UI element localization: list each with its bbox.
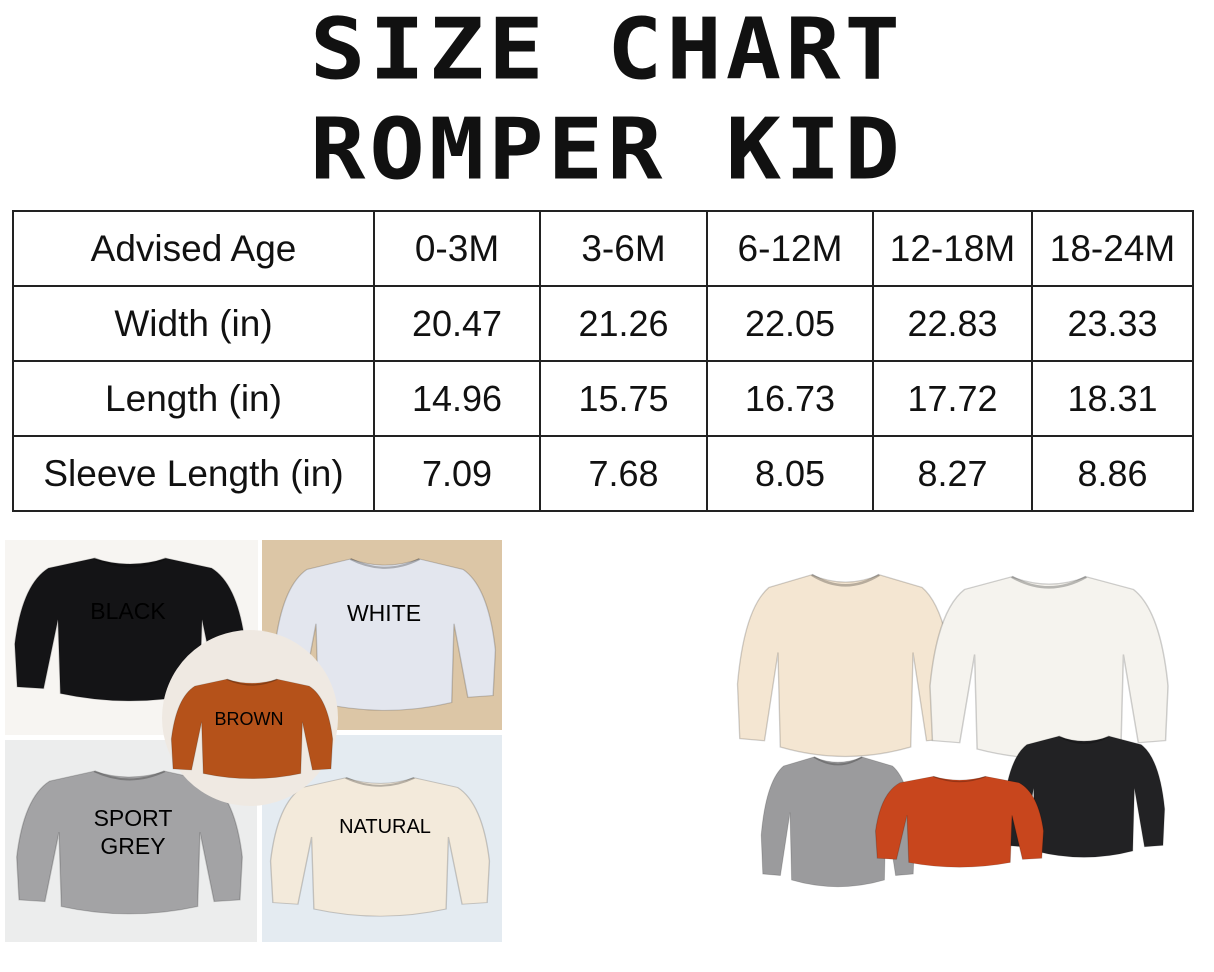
label-black: BLACK: [90, 598, 166, 624]
table-cell: 22.83: [872, 285, 1033, 362]
header-cell: Advised Age: [12, 210, 375, 287]
row-label: Sleeve Length (in): [12, 435, 375, 512]
table-cell: 7.68: [539, 435, 708, 512]
table-header-row: Advised Age 0-3M 3-6M 6-12M 12-18M 18-24…: [12, 210, 1194, 287]
row-label: Length (in): [12, 360, 375, 437]
romper-brown: [170, 678, 334, 780]
table-cell: 17.72: [872, 360, 1033, 437]
romper-grey: [15, 770, 244, 915]
header-cell: 12-18M: [872, 210, 1033, 287]
color-collage-photo: BLACK WHITE BROWN SPORT GREY NATURAL: [5, 540, 502, 942]
row-label: Width (in): [12, 285, 375, 362]
romper-white: [273, 558, 497, 711]
table-cell: 23.33: [1031, 285, 1194, 362]
table-cell: 16.73: [706, 360, 874, 437]
romper-natural: [269, 777, 491, 917]
header-cell: 18-24M: [1031, 210, 1194, 287]
header-cell: 6-12M: [706, 210, 874, 287]
title-size-chart: SIZE CHART: [310, 0, 904, 99]
label-sport: SPORT: [94, 805, 173, 831]
table-cell: 22.05: [706, 285, 874, 362]
label-grey: GREY: [100, 833, 165, 859]
table-row: Sleeve Length (in) 7.09 7.68 8.05 8.27 8…: [12, 435, 1194, 512]
table-row: Width (in) 20.47 21.26 22.05 22.83 23.33: [12, 285, 1194, 362]
table-cell: 8.86: [1031, 435, 1194, 512]
sweater-orange: [874, 775, 1045, 868]
title-romper-kid: ROMPER KID: [310, 100, 904, 199]
header-cell: 3-6M: [539, 210, 708, 287]
label-brown: BROWN: [215, 709, 284, 729]
label-white: WHITE: [347, 600, 421, 626]
table-cell: 21.26: [539, 285, 708, 362]
table-cell: 7.09: [373, 435, 541, 512]
header-cell: 0-3M: [373, 210, 541, 287]
table-cell: 15.75: [539, 360, 708, 437]
table-cell: 8.05: [706, 435, 874, 512]
table-cell: 14.96: [373, 360, 541, 437]
table-row: Length (in) 14.96 15.75 16.73 17.72 18.3…: [12, 360, 1194, 437]
product-group-photo: [736, 573, 1169, 888]
sweater-grey: [760, 756, 916, 888]
table-cell: 18.31: [1031, 360, 1194, 437]
table-cell: 8.27: [872, 435, 1033, 512]
sweater-cream: [736, 573, 955, 758]
sweater-white: [929, 575, 1169, 760]
label-natural: NATURAL: [339, 816, 431, 838]
table-cell: 20.47: [373, 285, 541, 362]
size-table: Advised Age 0-3M 3-6M 6-12M 12-18M 18-24…: [12, 210, 1194, 512]
